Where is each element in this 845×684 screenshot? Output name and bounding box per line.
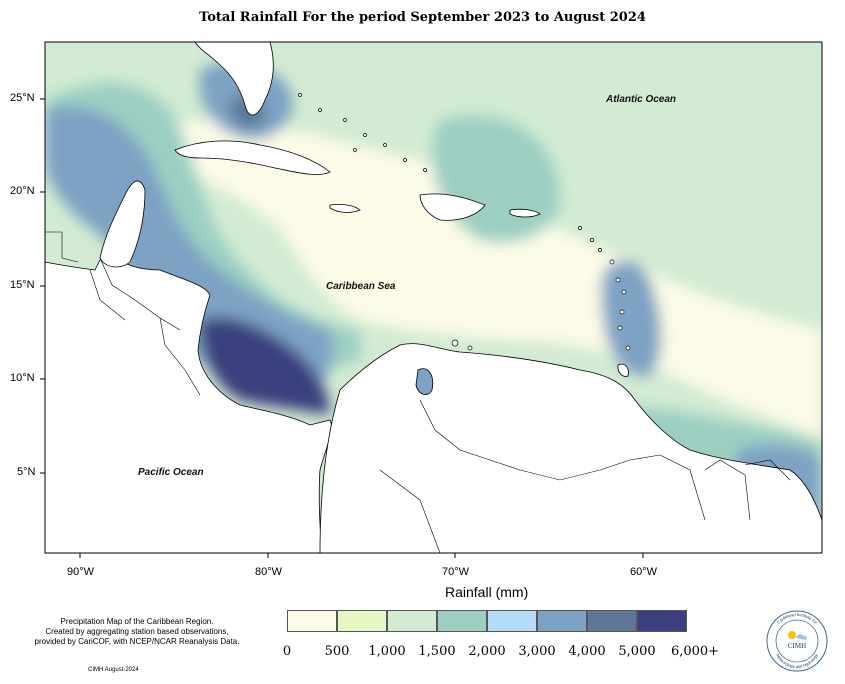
lon-tick-label: 70°W bbox=[442, 566, 470, 578]
legend-label: 6,000+ bbox=[670, 644, 720, 659]
lat-tick-label: 15°N bbox=[10, 279, 35, 291]
high-rainfall-zone-lesser-antilles bbox=[601, 261, 662, 376]
x-axis-label: Rainfall (mm) bbox=[445, 584, 529, 600]
south-america-land bbox=[319, 343, 822, 553]
rainfall-field bbox=[45, 42, 822, 553]
atlantic-ocean-label: Atlantic Ocean bbox=[606, 94, 677, 105]
legend-label: 3,000 bbox=[518, 644, 556, 659]
trinidad-island bbox=[617, 363, 629, 377]
lon-tick-label: 90°W bbox=[67, 566, 95, 578]
legend-label: 1,500 bbox=[418, 644, 456, 659]
small-islands bbox=[298, 93, 631, 351]
description-line: Created by aggregating station based obs… bbox=[45, 627, 229, 636]
legend-swatch bbox=[587, 610, 637, 632]
sun-icon bbox=[788, 631, 796, 639]
lake-maracaibo bbox=[415, 368, 434, 395]
map-frame bbox=[44, 41, 823, 554]
map-description: Precipitation Map of the Caribbean Regio… bbox=[8, 617, 266, 647]
legend-label: 2,000 bbox=[468, 644, 506, 659]
map-title: Total Rainfall For the period September … bbox=[199, 10, 646, 25]
lat-tick-label: 20°N bbox=[10, 185, 35, 197]
hispaniola-island bbox=[419, 193, 486, 221]
logo-text: CIMH bbox=[788, 642, 806, 650]
credit-text: CIMH August-2024 bbox=[88, 667, 139, 673]
legend-label: 1,000 bbox=[368, 644, 406, 659]
description-line: provided by CariCOF, with NCEP/NCAR Rean… bbox=[34, 637, 240, 646]
cloud-icon bbox=[796, 634, 807, 640]
jamaica-island bbox=[329, 203, 361, 213]
legend-swatch bbox=[387, 610, 437, 632]
country-borders bbox=[45, 231, 791, 553]
lon-tick-label: 60°W bbox=[630, 566, 658, 578]
legend-swatch bbox=[287, 610, 337, 632]
caribbean-sea-label: Caribbean Sea bbox=[326, 281, 396, 292]
florida-peninsula bbox=[194, 42, 274, 116]
legend-swatch bbox=[487, 610, 537, 632]
cimh-logo: CIMH Caribbean Institute for Meteorology… bbox=[766, 610, 828, 672]
axis-ticks bbox=[40, 98, 644, 558]
legend-label: 5,000 bbox=[618, 644, 656, 659]
description-line: Precipitation Map of the Caribbean Regio… bbox=[60, 617, 214, 626]
lat-tick-label: 10°N bbox=[10, 372, 35, 384]
cuba-island bbox=[174, 140, 331, 175]
pacific-ocean-label: Pacific Ocean bbox=[138, 467, 204, 478]
yucatan-peninsula bbox=[99, 180, 146, 268]
very-high-rainfall-zone bbox=[200, 317, 330, 415]
legend-swatch bbox=[437, 610, 487, 632]
lat-tick-label: 5°N bbox=[17, 466, 36, 478]
low-rainfall-zone bbox=[170, 120, 822, 440]
legend-label: 4,000 bbox=[568, 644, 606, 659]
legend-label: 500 bbox=[324, 644, 350, 659]
lat-tick-label: 25°N bbox=[10, 92, 35, 104]
legend-label: 0 bbox=[282, 644, 292, 659]
legend-swatch bbox=[637, 610, 687, 632]
legend-swatch bbox=[537, 610, 587, 632]
lon-tick-label: 80°W bbox=[255, 566, 283, 578]
legend-swatch bbox=[337, 610, 387, 632]
puerto-rico-island bbox=[509, 208, 541, 218]
land-masses bbox=[45, 42, 822, 553]
